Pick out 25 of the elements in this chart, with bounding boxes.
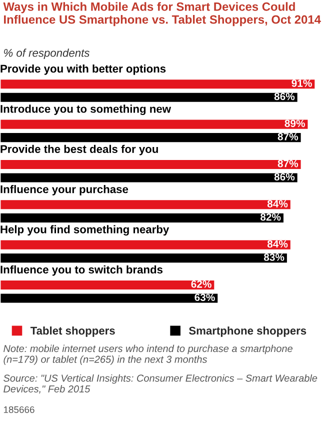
data-label: 91% (292, 80, 312, 87)
data-label: 63% (194, 294, 215, 302)
data-label: 89% (284, 120, 305, 128)
text: 185666 (4, 406, 34, 414)
data-label: 84% (267, 240, 288, 248)
y-tick-label: Influence you to switch brands (0, 265, 163, 276)
data-label: 86% (274, 92, 295, 100)
y-tick-label: Introduce you to something new (0, 104, 172, 116)
source-note: Source: "US Vertical Insights: Consumer Electronics – Smart Wearable Devices," Feb 2015 (4, 374, 318, 394)
data-label: 83% (264, 254, 284, 261)
y-tick-label: Provide you with better options (0, 64, 166, 75)
data-label: 87% (278, 160, 298, 168)
chart-subtitle: % of respondents (4, 48, 90, 60)
chart-title: Ways in Which Mobile Ads for Smart Devices Could Influence US Smartphone vs. Tablet Shoppers, Oct 2014 (3, 2, 321, 26)
data-label: 87% (278, 132, 298, 140)
legend-label: Tablet shoppers (30, 326, 115, 337)
y-tick-label: Provide the best deals for you (0, 144, 158, 156)
text: Note: mobile internet users who intend to purchase a smartphone (n=179) or tablet (n=265) in the next 3 months (4, 344, 292, 365)
data-label: 62% (191, 280, 212, 288)
y-tick-label: Influence your purchase (0, 185, 128, 196)
y-tick-label: Help you find something nearby (0, 225, 170, 236)
data-label: 82% (260, 213, 281, 221)
data-label: 84% (267, 200, 288, 208)
legend-label: Smartphone shoppers (188, 326, 306, 337)
data-label: 86% (274, 173, 295, 181)
